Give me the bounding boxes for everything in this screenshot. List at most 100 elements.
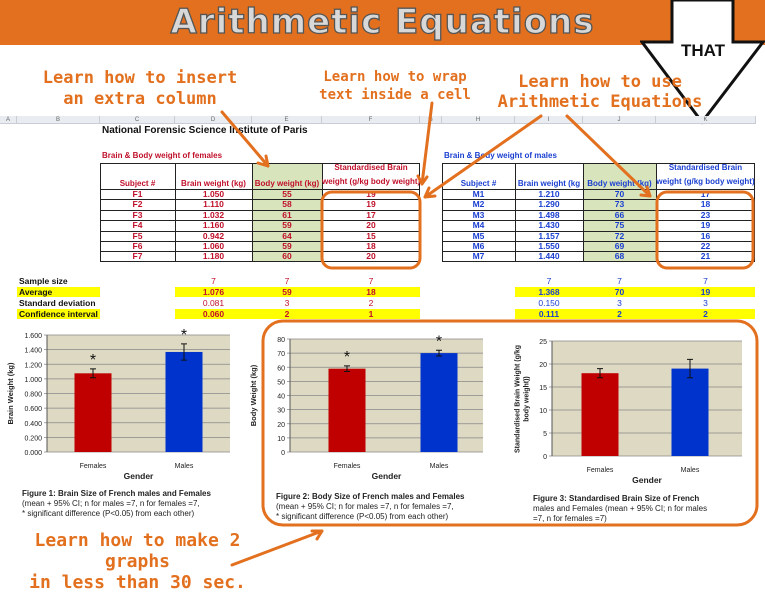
summary-cell[interactable]: 7 — [617, 276, 622, 286]
y-tick-label: 0.400 — [24, 421, 42, 428]
table-cell[interactable]: 66 — [614, 209, 625, 220]
summary-cell[interactable]: 0.150 — [538, 298, 560, 308]
row-divider — [100, 220, 420, 222]
table-cell[interactable]: 1.440 — [538, 251, 560, 262]
summary-cell[interactable]: 19 — [700, 287, 711, 297]
table-cell[interactable]: 59 — [282, 220, 292, 231]
table-cell[interactable]: 73 — [614, 199, 625, 210]
table-cell[interactable]: 1.110 — [203, 199, 224, 210]
table-cell[interactable]: M3 — [472, 209, 485, 220]
table-cell[interactable]: 1.498 — [538, 209, 560, 220]
summary-cell[interactable]: 1.076 — [202, 287, 225, 297]
row-divider — [100, 199, 420, 201]
table-cell[interactable]: 1.290 — [538, 199, 560, 210]
table-cell[interactable]: 60 — [282, 251, 292, 262]
y-tick-label: 10 — [277, 436, 285, 443]
row-divider — [442, 220, 755, 222]
error-bar — [90, 368, 96, 379]
table-cell[interactable]: 1.430 — [538, 220, 560, 231]
table-cell[interactable]: 1.032 — [202, 209, 225, 220]
arrow-label: THAT — [681, 41, 726, 60]
summary-cell[interactable]: 2 — [703, 309, 708, 319]
summary-cell[interactable]: 0.111 — [538, 309, 560, 319]
column-divider — [583, 163, 584, 262]
table-cell[interactable]: M2 — [472, 199, 485, 210]
table-cell[interactable]: F6 — [132, 241, 143, 251]
table-cell[interactable]: F7 — [132, 251, 143, 262]
table-cell[interactable]: F2 — [132, 199, 143, 210]
caption-title: Figure 3: Standardised Brain Size of Fre… — [533, 494, 700, 503]
row-divider — [100, 189, 420, 190]
table-cell[interactable]: M6 — [472, 241, 485, 251]
summary-cell[interactable]: 2 — [368, 298, 374, 308]
table-cell[interactable]: 69 — [614, 241, 625, 251]
y-tick-label: 0.600 — [24, 406, 42, 413]
summary-cell[interactable]: 7 — [211, 276, 216, 286]
table-cell[interactable]: 0.942 — [202, 230, 225, 241]
summary-cell[interactable]: 3 — [703, 298, 708, 308]
table-cell[interactable]: M7 — [472, 251, 485, 262]
table-cell[interactable]: 1.050 — [202, 189, 225, 199]
table-cell[interactable]: M4 — [472, 220, 485, 231]
summary-cell[interactable]: 70 — [614, 287, 625, 297]
table-cell[interactable]: 68 — [614, 251, 625, 262]
summary-cell[interactable]: 3 — [284, 298, 290, 308]
bar-females — [74, 373, 112, 452]
summary-cell[interactable]: 7 — [284, 276, 290, 286]
column-header-K[interactable]: K — [656, 116, 756, 124]
summary-cell[interactable]: 7 — [703, 276, 708, 286]
row-divider — [442, 199, 755, 201]
table-header: Brain weight (kg) — [181, 179, 246, 188]
summary-cell[interactable]: 1.368 — [538, 287, 560, 297]
table-cell[interactable]: F5 — [132, 230, 143, 241]
table-cell[interactable]: 75 — [614, 220, 625, 231]
table-cell[interactable]: 1.157 — [538, 230, 560, 241]
bar-males — [420, 353, 458, 452]
summary-cell[interactable]: 59 — [282, 287, 292, 297]
table-cell[interactable]: 64 — [282, 230, 292, 241]
table-cell[interactable]: 59 — [282, 241, 292, 251]
summary-cell[interactable]: 18 — [366, 287, 376, 297]
summary-cell[interactable]: 7 — [546, 276, 552, 286]
summary-cell[interactable]: 1 — [368, 309, 374, 319]
table-cell[interactable]: F4 — [132, 220, 143, 231]
table-cell[interactable]: 61 — [282, 209, 292, 220]
y-tick-label: 15 — [539, 385, 547, 392]
table-cell[interactable]: 55 — [282, 189, 292, 199]
table-cell[interactable]: F3 — [132, 209, 143, 220]
table-cell[interactable]: 1.060 — [202, 241, 225, 251]
x-tick-label: Males — [430, 463, 449, 470]
error-bar — [181, 343, 187, 361]
column-header-B[interactable]: B — [17, 116, 100, 124]
summary-cell[interactable]: 0.081 — [202, 298, 225, 308]
summary-cell[interactable]: 3 — [617, 298, 622, 308]
column-divider — [515, 163, 516, 262]
table-cell[interactable]: 58 — [282, 199, 292, 210]
table-cell[interactable]: 1.160 — [202, 220, 225, 231]
column-header-E[interactable]: E — [252, 116, 322, 124]
summary-cell[interactable]: 7 — [368, 276, 374, 286]
y-tick-label: 0.000 — [24, 450, 42, 457]
y-tick-label: 0.800 — [24, 392, 42, 399]
column-header-A[interactable]: A — [0, 116, 17, 124]
y-tick-label: 25 — [539, 339, 547, 346]
significance-marker: * — [436, 333, 442, 350]
highlight-row — [175, 287, 420, 297]
summary-cell[interactable]: 0.060 — [202, 309, 225, 319]
page-title: Arithmetic Equations — [170, 1, 595, 42]
table-cell[interactable]: M5 — [472, 230, 485, 241]
caption-line: * significant difference (P<0.05) from e… — [276, 512, 449, 521]
table-cell[interactable]: 1.180 — [202, 251, 225, 262]
table-cell[interactable]: 1.210 — [538, 189, 560, 199]
summary-cell[interactable]: 2 — [284, 309, 290, 319]
charts-svg: 0.000 0.200 0.400 0.600 0.800 1.000 1.200 1.400… — [6, 327, 742, 485]
table-cell[interactable]: 1.550 — [538, 241, 560, 251]
table-cell[interactable]: 72 — [614, 230, 625, 241]
table-header: weight (g/kg body weight) — [322, 177, 420, 186]
y-tick-label: 60 — [277, 365, 285, 372]
row-divider — [100, 251, 420, 253]
body-weight-column-fill — [252, 163, 322, 262]
summary-cell[interactable]: 2 — [617, 309, 622, 319]
table-cell[interactable]: F1 — [132, 189, 143, 199]
column-header-C[interactable]: C — [100, 116, 175, 124]
